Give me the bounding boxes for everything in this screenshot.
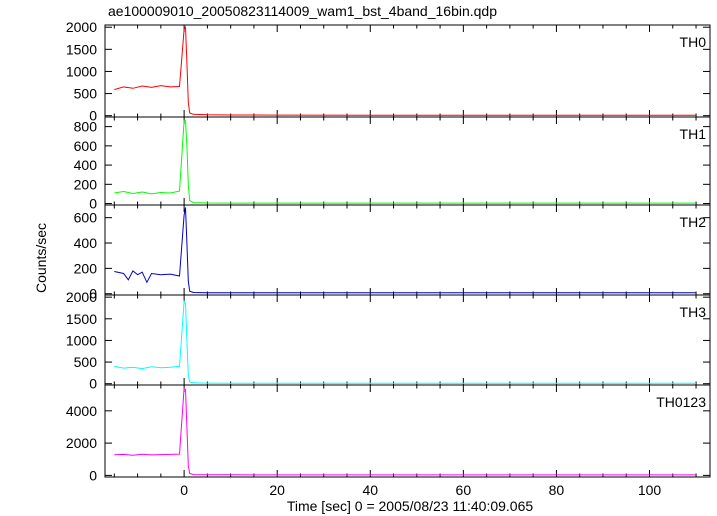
y-tick-label: 200 (74, 176, 98, 192)
y-tick-label: 0 (89, 108, 97, 124)
y-tick-label: 0 (89, 467, 97, 483)
x-tick-label: 100 (638, 482, 662, 498)
x-axis-label: Time [sec] 0 = 2005/08/23 11:40:09.065 (287, 498, 534, 514)
y-tick-label: 500 (74, 354, 98, 370)
y-tick-label: 2000 (66, 19, 97, 35)
series-line-th2 (114, 207, 696, 294)
y-axis-label: Counts/sec (33, 223, 49, 293)
x-tick-label: 40 (362, 482, 378, 498)
y-tick-label: 200 (74, 260, 98, 276)
x-tick-label: 20 (269, 482, 285, 498)
panel-frame (104, 294, 711, 386)
y-tick-label: 2000 (66, 435, 97, 451)
y-tick-label: 400 (74, 235, 98, 251)
x-tick-labels: 0 20 40 60 80 100 (180, 482, 661, 498)
panel-label: TH1 (680, 126, 707, 142)
x-tick-label: 80 (549, 482, 565, 498)
y-tick-label: 0 (89, 196, 97, 212)
series-line-th0 (114, 25, 696, 116)
panel-frame (104, 24, 711, 118)
series-line-th1 (114, 120, 696, 204)
y-tick-label: 1000 (66, 332, 97, 348)
y-tick-label: 1500 (66, 311, 97, 327)
y-tick-label: 500 (74, 86, 98, 102)
y-tick-label: 600 (74, 138, 98, 154)
y-tick-label: 0 (89, 376, 97, 392)
panel-th0123: 0 2000 4000 TH0123 (66, 384, 711, 483)
y-tick-label: 1000 (66, 63, 97, 79)
y-tick-label: 800 (74, 119, 98, 135)
panel-frame (104, 384, 711, 478)
series-line-th3 (114, 299, 696, 384)
y-tick-label: 400 (74, 157, 98, 173)
panel-label: TH2 (680, 214, 707, 230)
panel-frame (104, 204, 711, 296)
panel-th0: 0 500 1000 1500 2000 TH0 (66, 19, 711, 124)
y-tick-label: 0 (89, 286, 97, 302)
y-tick-label: 2000 (66, 289, 97, 305)
panel-label: TH0 (680, 34, 707, 50)
chart-title: ae100009010_20050823114009_wam1_bst_4ban… (108, 3, 497, 19)
x-tick-label: 0 (180, 482, 188, 498)
y-tick-label: 1500 (66, 41, 97, 57)
y-tick-label: 4000 (66, 403, 97, 419)
panel-th2: 0 200 400 600 TH2 (74, 204, 711, 302)
panel-th1: 0 200 400 600 800 TH1 (74, 116, 711, 212)
panel-th3: 0 500 1000 1500 2000 TH3 (66, 289, 711, 392)
x-tick-label: 60 (456, 482, 472, 498)
y-tick-label: 600 (74, 210, 98, 226)
series-line-th0123 (114, 386, 696, 476)
panel-frame (104, 116, 711, 206)
panel-label: TH3 (680, 304, 707, 320)
chart-panels: 0 500 1000 1500 2000 TH0 0 200 400 600 800 TH1 0 200 4… (66, 19, 711, 483)
panel-label: TH0123 (656, 394, 706, 410)
